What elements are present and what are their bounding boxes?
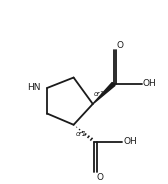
Text: or1: or1 [75,131,86,137]
Polygon shape [93,82,115,104]
Text: HN: HN [27,84,41,92]
Text: OH: OH [142,79,156,89]
Text: O: O [97,173,104,182]
Text: OH: OH [123,137,137,146]
Text: O: O [116,40,123,49]
Text: or1: or1 [94,91,105,97]
